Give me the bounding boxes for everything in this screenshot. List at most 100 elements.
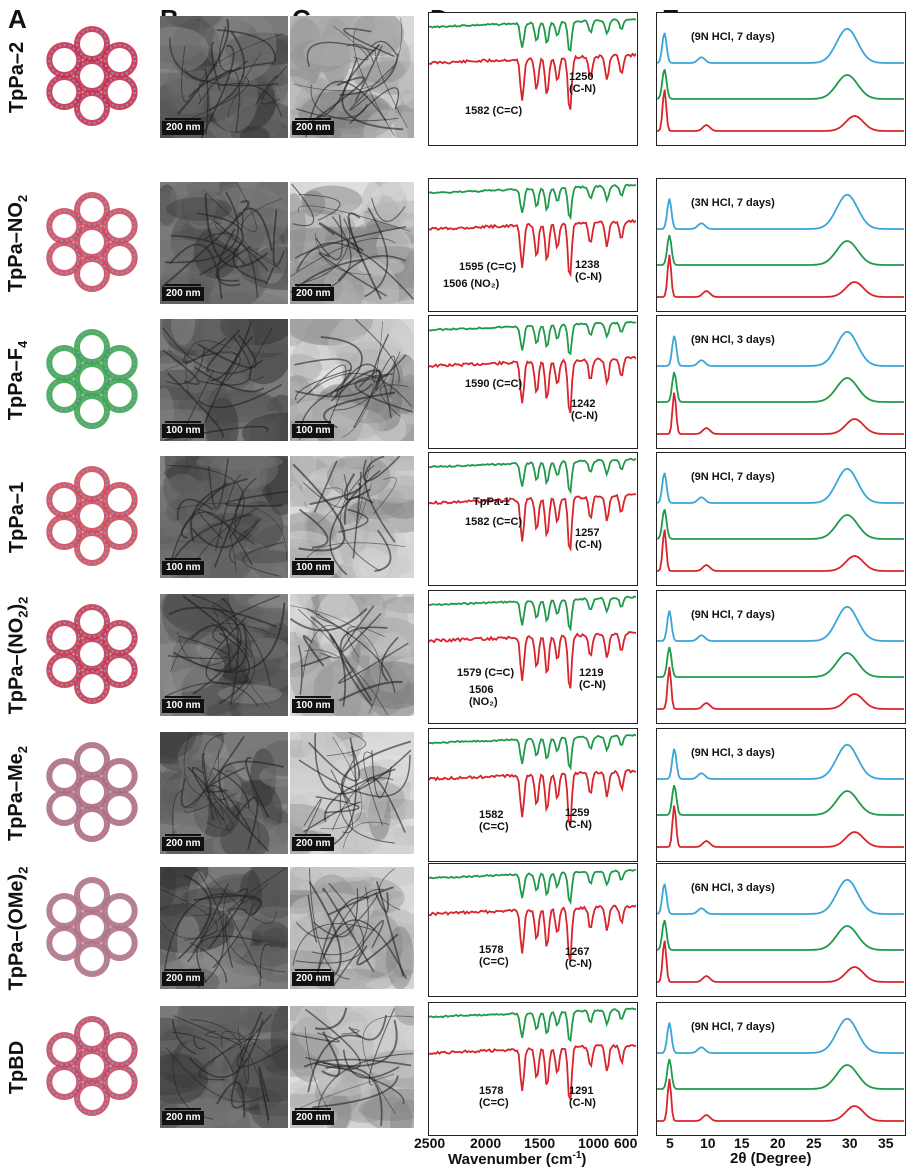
- scale-bar: 100 nm: [162, 421, 205, 438]
- ir-spectrum-panel: 1578 (C=C) 1267 (C-N): [428, 863, 638, 997]
- row-label: TpPa–(NO2)2: [0, 590, 36, 720]
- xrd-pattern-panel: (9N HCl, 7 days): [656, 12, 906, 146]
- ir-spectrum-red: [429, 355, 636, 414]
- ir-spectrum-red: [429, 1043, 636, 1100]
- row-label: TpPa–F4: [0, 315, 36, 445]
- micrograph-b: 100 nm: [160, 319, 288, 441]
- row-label: TpPa–(OMe)2: [0, 863, 36, 993]
- ir-peak-annotation: TpPa-1: [473, 496, 510, 508]
- scale-bar: 200 nm: [292, 284, 335, 301]
- ir-peak-annotation: 1506 (NO₂): [443, 278, 500, 290]
- ir-axis-tick: 600: [614, 1135, 638, 1151]
- micrograph-b: 200 nm: [160, 16, 288, 138]
- acid-treatment-label: (9N HCl, 7 days): [691, 471, 775, 483]
- column-letter-a: A: [8, 4, 27, 34]
- xrd-pattern-green: [657, 372, 904, 403]
- acid-treatment-label: (3N HCl, 7 days): [691, 197, 775, 209]
- micrograph-c: 100 nm: [290, 594, 414, 716]
- acid-treatment-label: (6N HCl, 3 days): [691, 882, 775, 894]
- xrd-pattern-blue: [657, 605, 904, 642]
- ir-spectrum-green: [429, 320, 636, 356]
- ir-spectrum-panel: 1595 (C=C) 1506 (NO₂) 1238 (C-N): [428, 178, 638, 312]
- ir-peak-annotation: 1242 (C-N): [571, 398, 598, 422]
- framework-structure-image: [38, 462, 146, 575]
- xrd-pattern-blue: [657, 743, 904, 780]
- scale-bar: 200 nm: [292, 118, 335, 135]
- row-label: TpPa–NO2: [0, 178, 36, 308]
- micrograph-c: 100 nm: [290, 319, 414, 441]
- ir-peak-annotation: 1219 (C-N): [579, 667, 606, 691]
- framework-structure-image: [38, 325, 146, 438]
- xrd-axis-tick: 5: [666, 1135, 674, 1151]
- scale-bar: 100 nm: [292, 558, 335, 575]
- xrd-pattern-green: [657, 234, 904, 266]
- ir-peak-annotation: 1578 (C=C): [479, 1085, 509, 1109]
- framework-structure-image: [38, 1012, 146, 1125]
- xrd-pattern-green: [657, 920, 904, 951]
- ir-spectrum-green: [429, 1007, 636, 1043]
- xrd-axis-tick: 25: [806, 1135, 822, 1151]
- scale-bar: 200 nm: [162, 1108, 205, 1125]
- xrd-pattern-blue: [657, 467, 904, 504]
- xrd-pattern-panel: (9N HCl, 7 days): [656, 1002, 906, 1136]
- ir-spectrum-panel: 1590 (C=C) 1242 (C-N): [428, 315, 638, 449]
- row-label: TpBD: [0, 1002, 36, 1132]
- micrograph-c: 200 nm: [290, 732, 414, 854]
- ir-axis-tick: 2000: [470, 1135, 502, 1151]
- ir-spectrum-red: [429, 904, 636, 962]
- xrd-pattern-green: [657, 509, 904, 540]
- scale-bar: 200 nm: [162, 834, 205, 851]
- scale-bar: 200 nm: [162, 969, 205, 986]
- ir-axis-title: Wavenumber (cm-1): [448, 1150, 587, 1168]
- scale-bar: 100 nm: [292, 696, 335, 713]
- ir-peak-annotation: 1579 (C=C): [457, 667, 515, 679]
- ir-spectrum-red: [429, 493, 636, 553]
- xrd-pattern-panel: (3N HCl, 7 days): [656, 178, 906, 312]
- framework-structure-image: [38, 188, 146, 301]
- ir-spectrum-panel: 1579 (C=C) 1506 (NO₂) 1219 (C-N): [428, 590, 638, 724]
- ir-peak-annotation: 1595 (C=C): [459, 261, 517, 273]
- ir-peak-annotation: 1257 (C-N): [575, 527, 602, 551]
- ir-spectrum-panel: 1578 (C=C) 1291 (C-N): [428, 1002, 638, 1136]
- xrd-pattern-green: [657, 69, 904, 100]
- scale-bar: 200 nm: [162, 284, 205, 301]
- micrograph-c: 200 nm: [290, 182, 414, 304]
- ir-peak-annotation: 1238 (C-N): [575, 259, 602, 283]
- framework-structure-image: [38, 22, 146, 135]
- micrograph-b: 200 nm: [160, 732, 288, 854]
- scale-bar: 200 nm: [292, 969, 335, 986]
- row-label-text: TpPa–F4: [5, 340, 31, 420]
- acid-treatment-label: (9N HCl, 7 days): [691, 31, 775, 43]
- ir-spectrum-panel: 1582 (C=C) 1250 (C-N): [428, 12, 638, 146]
- micrograph-c: 200 nm: [290, 867, 414, 989]
- row-label: TpPa–Me2: [0, 728, 36, 858]
- ir-peak-annotation: 1578 (C=C): [479, 944, 509, 968]
- micrograph-b: 200 nm: [160, 1006, 288, 1128]
- xrd-pattern-red: [657, 529, 904, 572]
- ir-peak-annotation: 1582 (C=C): [465, 516, 523, 528]
- xrd-axis-tick: 35: [878, 1135, 894, 1151]
- micrograph-c: 100 nm: [290, 456, 414, 578]
- xrd-pattern-blue: [657, 27, 904, 64]
- acid-treatment-label: (9N HCl, 7 days): [691, 1021, 775, 1033]
- row-label: TpPa–1: [0, 452, 36, 582]
- ir-peak-annotation: 1582 (C=C): [479, 809, 509, 833]
- acid-treatment-label: (9N HCl, 7 days): [691, 609, 775, 621]
- acid-treatment-label: (9N HCl, 3 days): [691, 334, 775, 346]
- ir-spectrum-red: [429, 218, 636, 278]
- scale-bar: 200 nm: [292, 1108, 335, 1125]
- framework-structure-image: [38, 738, 146, 851]
- row-label-text: TpPa–(OMe)2: [5, 866, 31, 990]
- xrd-pattern-red: [657, 940, 904, 983]
- ir-spectrum-green: [429, 595, 636, 632]
- scale-bar: 200 nm: [292, 834, 335, 851]
- ir-spectrum-green: [429, 457, 636, 495]
- row-label: TpPa–2: [0, 12, 36, 142]
- xrd-pattern-blue: [657, 193, 904, 230]
- xrd-pattern-red: [657, 666, 904, 710]
- row-label-text: TpPa–1: [6, 481, 29, 553]
- xrd-axis-tick: 15: [734, 1135, 750, 1151]
- xrd-pattern-red: [657, 1078, 904, 1122]
- ir-spectrum-red: [429, 631, 636, 689]
- xrd-pattern-red: [657, 89, 904, 132]
